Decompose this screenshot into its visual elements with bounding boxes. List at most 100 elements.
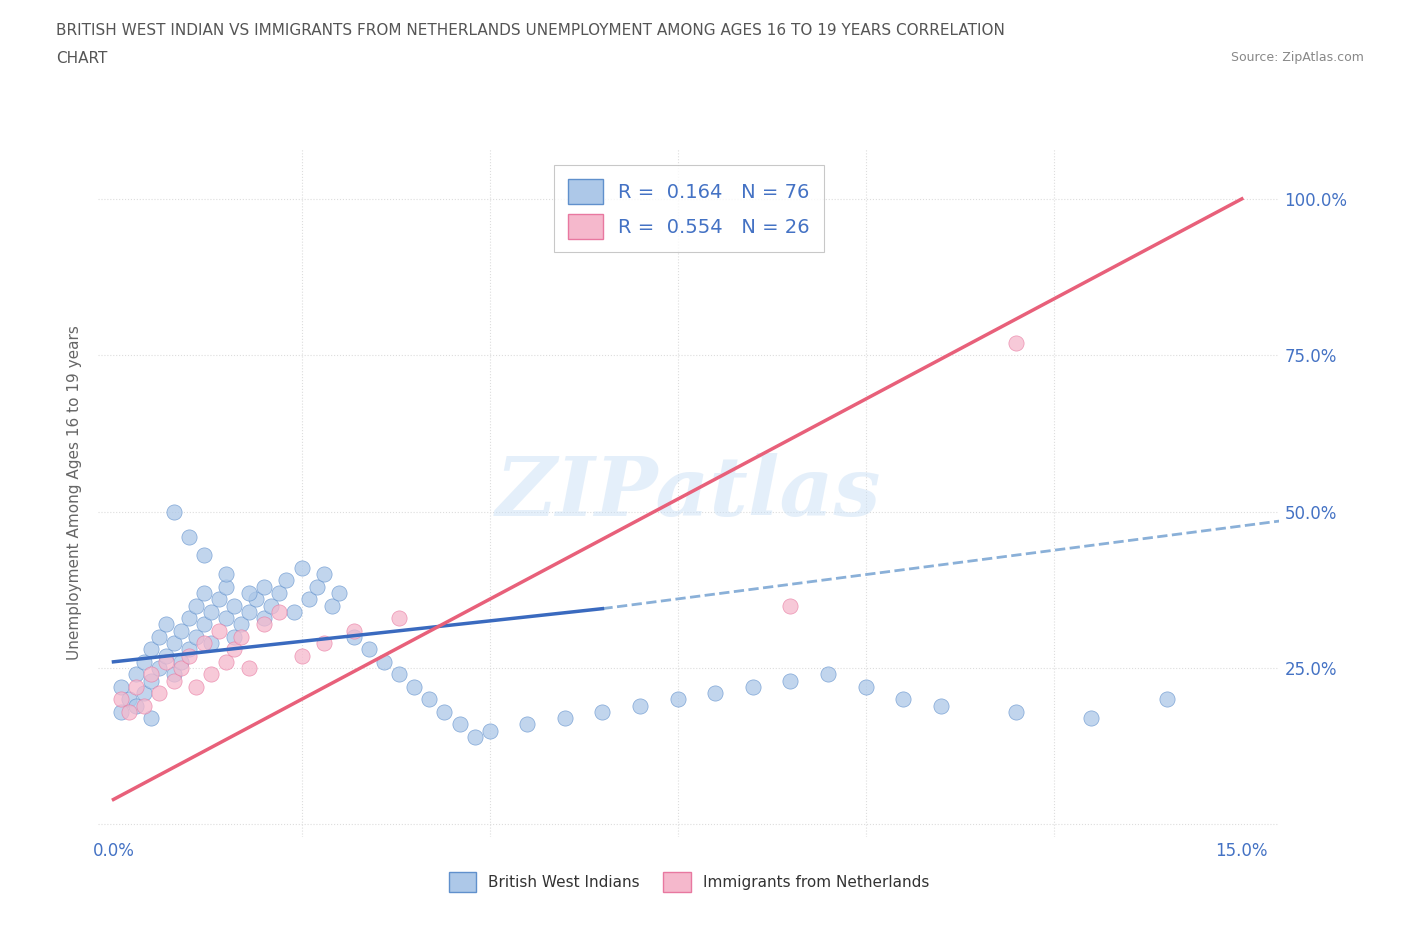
Point — [125, 667, 148, 682]
Point — [170, 660, 193, 675]
Point — [328, 586, 350, 601]
Point — [177, 529, 200, 544]
Point — [779, 673, 801, 688]
Point — [741, 680, 763, 695]
Point — [388, 611, 411, 626]
Point — [193, 586, 215, 601]
Point — [1005, 704, 1028, 719]
Point — [554, 711, 576, 725]
Point — [186, 598, 208, 613]
Text: Source: ZipAtlas.com: Source: ZipAtlas.com — [1230, 51, 1364, 64]
Point — [170, 655, 193, 670]
Point — [193, 548, 215, 563]
Point — [125, 698, 148, 713]
Point — [200, 604, 222, 619]
Point — [215, 579, 238, 594]
Point — [155, 617, 177, 631]
Point — [276, 573, 298, 588]
Point — [388, 667, 411, 682]
Point — [186, 680, 208, 695]
Text: CHART: CHART — [56, 51, 108, 66]
Point — [200, 635, 222, 650]
Point — [231, 617, 253, 631]
Point — [139, 673, 162, 688]
Point — [1156, 692, 1178, 707]
Point — [404, 680, 426, 695]
Point — [139, 642, 162, 657]
Point — [418, 692, 440, 707]
Point — [148, 630, 170, 644]
Point — [305, 579, 328, 594]
Point — [855, 680, 877, 695]
Text: BRITISH WEST INDIAN VS IMMIGRANTS FROM NETHERLANDS UNEMPLOYMENT AMONG AGES 16 TO: BRITISH WEST INDIAN VS IMMIGRANTS FROM N… — [56, 23, 1005, 38]
Point — [231, 630, 253, 644]
Point — [238, 604, 260, 619]
Point — [117, 692, 139, 707]
Point — [110, 704, 132, 719]
Point — [343, 630, 366, 644]
Point — [929, 698, 952, 713]
Point — [253, 611, 276, 626]
Legend: British West Indians, Immigrants from Netherlands: British West Indians, Immigrants from Ne… — [443, 867, 935, 898]
Point — [215, 655, 238, 670]
Point — [321, 598, 343, 613]
Point — [891, 692, 914, 707]
Point — [163, 504, 186, 519]
Point — [343, 623, 366, 638]
Point — [253, 579, 276, 594]
Point — [449, 717, 471, 732]
Point — [704, 685, 727, 700]
Point — [267, 586, 290, 601]
Point — [110, 680, 132, 695]
Point — [359, 642, 381, 657]
Point — [132, 685, 155, 700]
Point — [591, 704, 613, 719]
Point — [177, 648, 200, 663]
Point — [222, 630, 245, 644]
Point — [290, 648, 312, 663]
Point — [125, 680, 148, 695]
Point — [177, 642, 200, 657]
Point — [290, 561, 312, 576]
Point — [373, 655, 395, 670]
Point — [1080, 711, 1102, 725]
Point — [110, 692, 132, 707]
Point — [314, 566, 336, 581]
Point — [170, 623, 193, 638]
Point — [193, 617, 215, 631]
Point — [283, 604, 305, 619]
Point — [132, 655, 155, 670]
Point — [433, 704, 456, 719]
Point — [260, 598, 283, 613]
Point — [200, 667, 222, 682]
Point — [139, 667, 162, 682]
Point — [464, 729, 486, 744]
Point — [208, 623, 231, 638]
Point — [779, 598, 801, 613]
Point — [132, 698, 155, 713]
Text: ZIPatlas: ZIPatlas — [496, 453, 882, 533]
Point — [238, 586, 260, 601]
Point — [148, 685, 170, 700]
Y-axis label: Unemployment Among Ages 16 to 19 years: Unemployment Among Ages 16 to 19 years — [67, 326, 83, 660]
Point — [163, 635, 186, 650]
Point — [163, 667, 186, 682]
Point — [666, 692, 689, 707]
Point — [253, 617, 276, 631]
Point — [155, 655, 177, 670]
Point — [516, 717, 538, 732]
Point — [117, 704, 139, 719]
Point — [177, 611, 200, 626]
Point — [478, 724, 501, 738]
Point — [139, 711, 162, 725]
Point — [238, 660, 260, 675]
Point — [215, 611, 238, 626]
Point — [155, 648, 177, 663]
Point — [163, 673, 186, 688]
Point — [208, 591, 231, 606]
Point — [186, 630, 208, 644]
Point — [222, 598, 245, 613]
Point — [628, 698, 651, 713]
Point — [1005, 336, 1028, 351]
Point — [314, 635, 336, 650]
